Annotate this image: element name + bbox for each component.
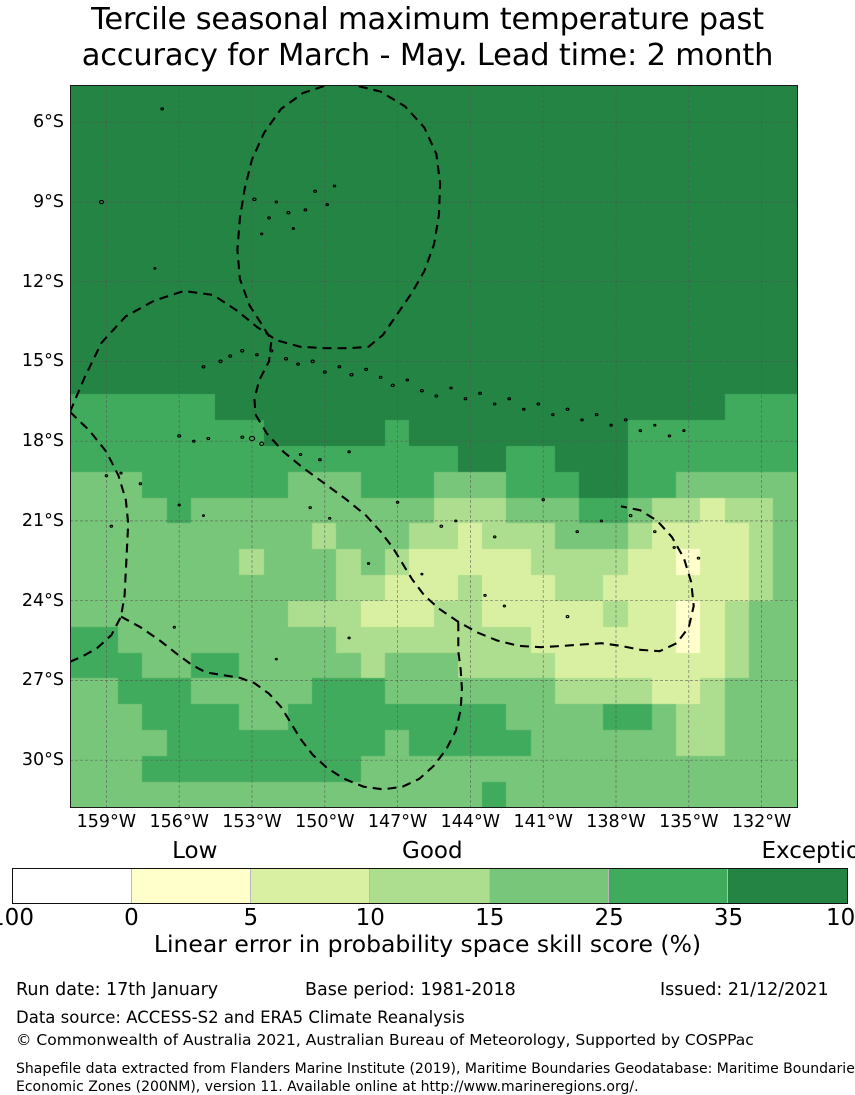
- colorbar-segment-4: [489, 869, 609, 903]
- colorbar-caption: Linear error in probability space skill …: [153, 930, 702, 958]
- y-tick-label: 6°S: [33, 112, 64, 133]
- colorbar-strip: [12, 868, 848, 904]
- colorbar-tick-label: 100: [826, 905, 855, 931]
- y-axis: 6°S 9°S 12°S 15°S 18°S 21°S 24°S 27°S 30°S: [0, 85, 64, 808]
- colorbar-segment-2: [251, 869, 371, 903]
- title-line-1: Tercile seasonal maximum temperature pas…: [91, 2, 764, 37]
- colorbar-segment-0: [13, 869, 133, 903]
- x-tick-label: 138°W: [586, 812, 646, 832]
- y-tick-label: 15°S: [21, 351, 64, 372]
- title-line-2: accuracy for March - May. Lead time: 2 m…: [81, 38, 774, 73]
- x-tick-label: 141°W: [513, 812, 573, 832]
- colorbar-segment-5: [608, 869, 728, 903]
- y-tick-label: 24°S: [21, 590, 64, 611]
- colorbar-tick-label: 5: [243, 905, 259, 931]
- heatmap-raster: [70, 85, 798, 808]
- colorbar-quality-label: Exceptional: [761, 838, 855, 864]
- x-tick-label: 132°W: [731, 812, 792, 832]
- y-tick-label: 27°S: [21, 670, 64, 691]
- colorbar-tick-label: 10: [355, 905, 385, 931]
- colorbar-tick-label: 0: [124, 905, 139, 931]
- shapefile-credit-line-1: Shapefile data extracted from Flanders M…: [16, 1061, 855, 1077]
- copyright-text: © Commonwealth of Australia 2021, Austra…: [16, 1031, 754, 1049]
- colorbar-tick-label: 25: [594, 905, 624, 931]
- y-tick-label: 12°S: [21, 271, 64, 292]
- colorbar-tick-labels: 100 0 5 10 15 25 35 100: [0, 905, 855, 933]
- x-tick-label: 153°W: [222, 812, 282, 832]
- y-tick-label: 9°S: [33, 192, 64, 212]
- x-tick-label: 150°W: [295, 812, 355, 832]
- colorbar-tick-label: 35: [713, 905, 744, 931]
- colorbar-segment-6: [727, 869, 847, 903]
- x-tick-label: 156°W: [149, 812, 209, 832]
- colorbar-quality-labels: Low Good Exceptional: [12, 838, 855, 864]
- x-tick-label: 135°W: [659, 812, 719, 832]
- colorbar-tick-label: 100: [0, 905, 34, 931]
- footer-meta-row: Run date: 17th January Base period: 1981…: [0, 980, 855, 1004]
- data-source-text: Data source: ACCESS-S2 and ERA5 Climate …: [16, 1008, 465, 1027]
- y-tick-label: 18°S: [21, 431, 64, 452]
- y-tick-label: 21°S: [21, 510, 64, 531]
- colorbar-segment-1: [132, 869, 252, 903]
- x-axis: 159°W 156°W 153°W 150°W 147°W 144°W 141°W 138°W…: [70, 810, 798, 838]
- colorbar-quality-label: Low: [172, 838, 218, 864]
- base-period-text: Base period: 1981-2018: [305, 980, 516, 1000]
- footer-block: Run date: 17th January Base period: 1981…: [0, 980, 855, 1095]
- colorbar-block: Low Good Exceptional 100 0 5 10 15 25 35 100 Line…: [0, 838, 855, 958]
- colorbar-quality-label: Good: [402, 838, 463, 864]
- x-tick-label: 159°W: [76, 812, 137, 832]
- shapefile-credit-line-2: Economic Zones (200NM), version 11. Avai…: [16, 1079, 639, 1095]
- colorbar-tick-label: 15: [475, 905, 505, 931]
- chart-title: Tercile seasonal maximum temperature pas…: [0, 0, 855, 74]
- issued-text: Issued: 21/12/2021: [660, 980, 829, 1000]
- x-tick-label: 144°W: [440, 812, 501, 832]
- colorbar-segment-3: [370, 869, 490, 903]
- run-date-text: Run date: 17th January: [16, 980, 219, 1000]
- x-tick-label: 147°W: [367, 812, 428, 832]
- y-tick-label: 30°S: [21, 750, 64, 771]
- skill-score-map: [70, 85, 798, 808]
